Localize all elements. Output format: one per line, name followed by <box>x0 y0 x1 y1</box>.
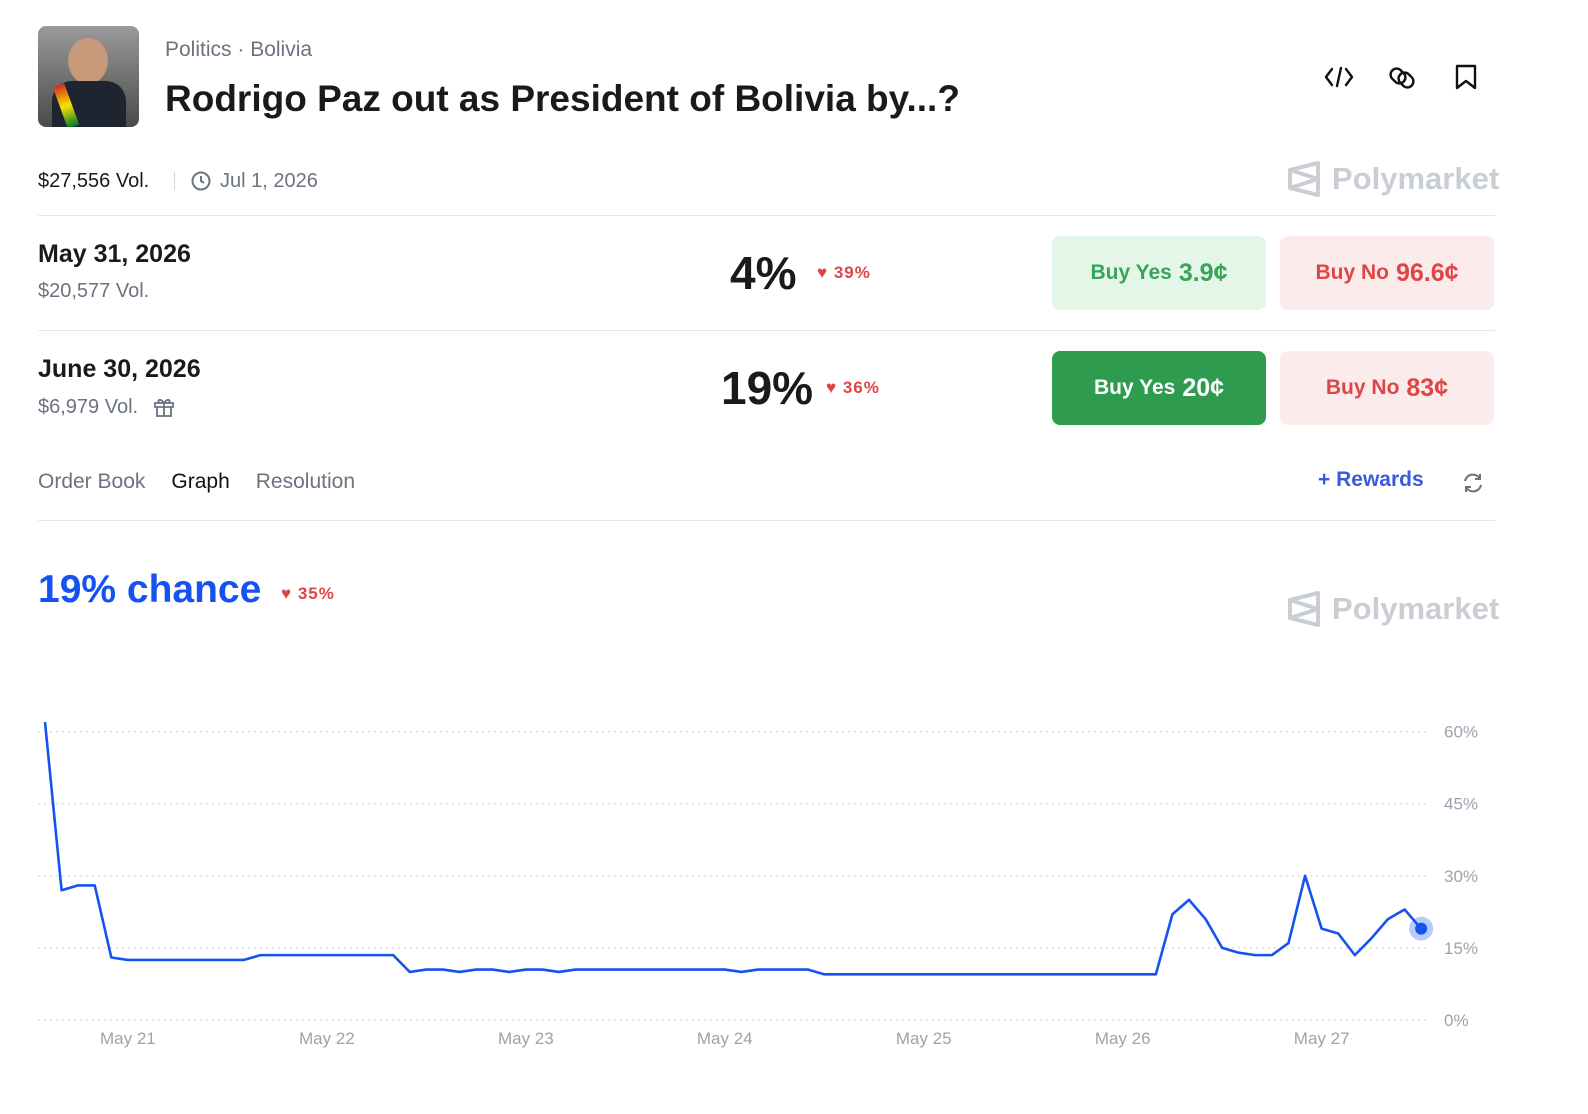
bookmark-icon[interactable] <box>1455 64 1477 90</box>
button-label: Buy No <box>1315 261 1389 284</box>
tabs: Order Book Graph Resolution <box>38 470 355 494</box>
outcome-change: ♥ 39% <box>817 263 871 282</box>
outcome-date: May 31, 2026 <box>38 240 191 268</box>
buy-yes-button[interactable]: Buy Yes 20¢ <box>1052 351 1266 425</box>
tab[interactable]: Resolution <box>255 470 355 493</box>
divider <box>38 215 1495 216</box>
y-tick-label: 45% <box>1444 795 1478 814</box>
x-tick-label: May 25 <box>896 1029 952 1048</box>
header-actions <box>1324 64 1477 90</box>
outcome-volume: $6,979 Vol. <box>38 395 176 419</box>
clock-icon <box>191 171 211 191</box>
category[interactable]: Politics <box>165 38 232 61</box>
brand-name: Polymarket <box>1332 161 1500 196</box>
market-image <box>38 26 139 127</box>
market-title: Rodrigo Paz out as President of Bolivia … <box>165 78 960 119</box>
x-tick-label: May 23 <box>498 1029 554 1048</box>
outcome-chance: 4% <box>730 247 797 299</box>
link-icon[interactable] <box>1388 66 1416 90</box>
x-tick-label: May 21 <box>100 1029 156 1048</box>
chart-title: 19% chance <box>38 568 262 611</box>
brand-name: Polymarket <box>1332 591 1500 626</box>
divider <box>38 520 1495 521</box>
button-label: Buy Yes <box>1090 261 1172 284</box>
yes-price: 20¢ <box>1182 373 1225 402</box>
no-price: 83¢ <box>1406 373 1449 402</box>
y-tick-label: 0% <box>1444 1011 1469 1030</box>
rewards[interactable]: + Rewards <box>1318 468 1424 491</box>
button-label: Buy Yes <box>1093 376 1176 399</box>
price-chart: 0% 15% 30% 45% 60% May 21 May 22 May 23 May 24 Ma… <box>38 721 1478 1048</box>
y-tick-label: 30% <box>1444 867 1478 886</box>
outcome-date: June 30, 2026 <box>38 355 201 383</box>
watermark: Polymarket <box>1286 160 1499 198</box>
yes-price: 3.9¢ <box>1178 258 1228 287</box>
volume-text: $20,577 Vol. <box>38 280 150 302</box>
brand-logo <box>1288 161 1320 197</box>
chart-change: ♥ 35% <box>281 584 335 603</box>
outcome-change: ♥ 36% <box>826 378 880 397</box>
buy-yes-button[interactable]: Buy Yes 3.9¢ <box>1052 236 1266 310</box>
x-tick-label: May 27 <box>1294 1029 1350 1048</box>
volume: $27,556 Vol. <box>38 170 150 192</box>
rewards-label: Rewards <box>1336 468 1424 491</box>
buy-no-button[interactable]: Buy No 96.6¢ <box>1280 236 1494 310</box>
change-value: 36% <box>842 378 880 397</box>
x-tick-label: May 24 <box>697 1029 753 1048</box>
tab[interactable]: Order Book <box>38 470 146 493</box>
series-line <box>43 721 1423 976</box>
subcategory[interactable]: Bolivia <box>250 38 313 61</box>
embed-icon[interactable] <box>1324 66 1354 88</box>
watermark: Polymarket <box>1286 590 1499 628</box>
divider <box>38 330 1495 331</box>
x-tick-label: May 22 <box>299 1029 355 1048</box>
outcome-volume: $20,577 Vol. <box>38 280 149 303</box>
end-dot <box>1415 922 1428 935</box>
volume-text: $6,979 Vol. <box>38 395 139 418</box>
change-value: 35% <box>297 584 335 603</box>
x-tick-label: May 26 <box>1095 1029 1151 1048</box>
y-tick-label: 60% <box>1444 723 1478 742</box>
button-label: Buy No <box>1325 376 1400 399</box>
buy-no-button[interactable]: Buy No 83¢ <box>1280 351 1494 425</box>
breadcrumb: Politics · Bolivia <box>165 38 313 61</box>
gift-icon <box>154 398 174 417</box>
change-value: 39% <box>833 263 871 282</box>
divider <box>174 172 175 190</box>
no-price: 96.6¢ <box>1395 258 1459 287</box>
end-date: Jul 1, 2026 <box>220 170 318 192</box>
outcome-chance: 19% <box>721 362 814 414</box>
refresh-icon[interactable] <box>1461 471 1485 495</box>
tab-active[interactable]: Graph <box>171 470 230 493</box>
brand-logo <box>1288 591 1320 627</box>
y-tick-label: 15% <box>1444 939 1478 958</box>
